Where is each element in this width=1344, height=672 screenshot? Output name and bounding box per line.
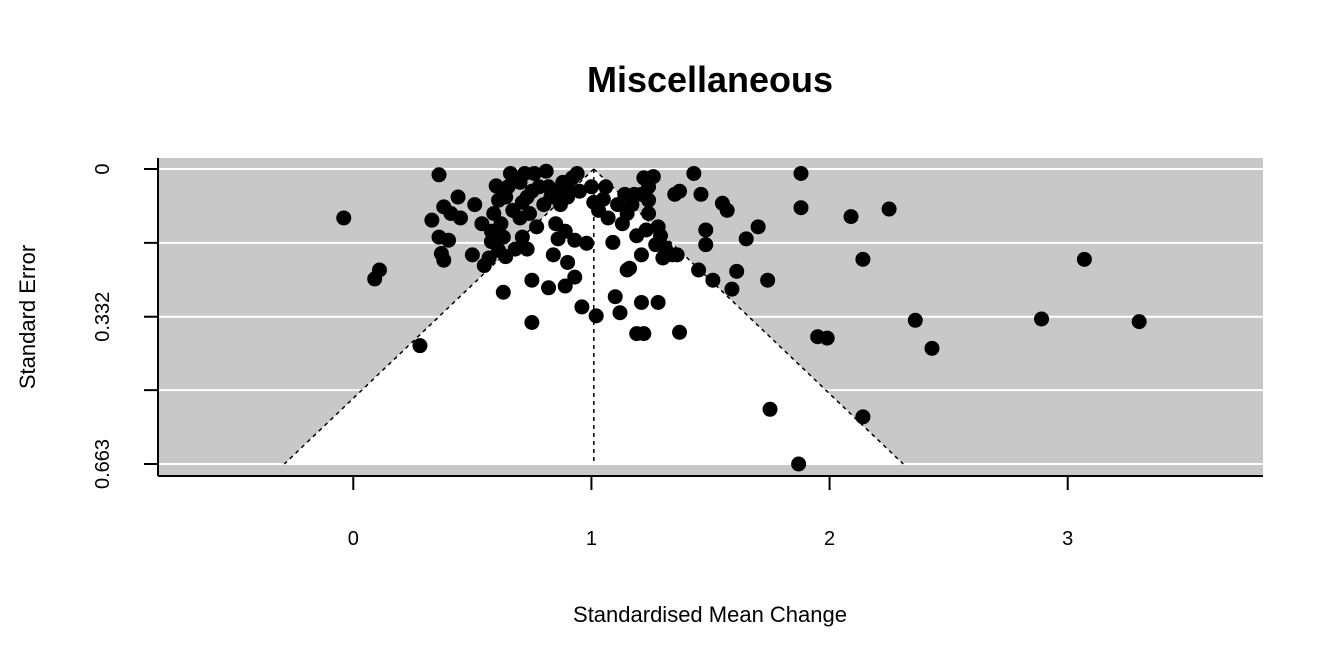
y-tick-label: 0.332 [92,292,114,342]
data-point [672,183,688,199]
data-point [633,294,649,310]
data-point [791,456,807,472]
data-point [669,247,685,263]
chart-title: Miscellaneous [587,59,833,100]
data-point [493,216,509,232]
data-point [436,252,452,268]
data-point [569,165,585,181]
data-point [583,179,599,195]
data-point [729,263,745,279]
data-point [924,340,940,356]
data-point [450,189,466,205]
data-point [524,272,540,288]
data-point [693,186,709,202]
data-point [793,200,809,216]
data-point [641,205,657,221]
plot-area: 0 0.332 0.663 0 1 2 3 [92,158,1263,550]
x-tick-label: 1 [586,528,597,550]
data-point [424,212,440,228]
data-point [545,247,561,263]
data-point [750,219,766,235]
data-point [529,219,545,235]
data-point [719,202,735,218]
data-point [650,294,666,310]
data-point [636,326,652,342]
data-point [371,262,387,278]
data-point [572,183,588,199]
x-tick-label: 2 [824,528,835,550]
data-point [588,308,604,324]
data-point [336,210,352,226]
data-point [538,163,554,179]
data-point [524,315,540,331]
data-point [600,210,616,226]
data-point [907,312,923,328]
data-point [557,278,573,294]
data-point [638,222,654,238]
data-point [502,165,518,181]
data-point [514,229,530,245]
data-point [452,210,468,226]
data-point [672,324,688,340]
data-point [560,254,576,270]
data-point [641,192,657,208]
data-point [557,223,573,239]
data-point [522,205,538,221]
data-point [762,401,778,417]
data-point [507,241,523,257]
data-point [605,234,621,250]
data-point [495,229,511,245]
data-point [738,231,754,247]
data-point [526,165,542,181]
data-point [645,169,661,185]
data-point [855,251,871,267]
data-point [843,209,859,225]
data-point [567,269,583,285]
data-point [633,247,649,263]
data-point [1131,314,1147,330]
data-point [691,262,707,278]
data-point [519,241,535,257]
y-tick-label: 0 [92,163,114,174]
data-point [541,280,557,296]
data-point [412,338,428,354]
x-tick-label: 3 [1062,528,1073,550]
data-point [607,289,623,305]
data-point [467,197,483,213]
data-point [622,260,638,276]
data-point [1034,311,1050,327]
data-point [698,237,714,253]
data-point [574,299,590,315]
y-tick-label: 0.663 [92,439,114,489]
data-point [724,281,740,297]
data-point [500,179,516,195]
x-axis-label: Standardised Mean Change [573,602,847,627]
data-point [1076,251,1092,267]
data-point [567,232,583,248]
data-point [698,222,714,238]
data-point [431,167,447,183]
data-point [495,284,511,300]
data-point [612,305,628,321]
data-point [686,165,702,181]
data-point [652,228,668,244]
data-point [819,330,835,346]
data-point [793,165,809,181]
y-axis-label: Standard Error [15,245,40,389]
data-point [881,201,897,217]
data-point [464,247,480,263]
data-point [760,272,776,288]
x-tick-label: 0 [348,528,359,550]
data-point [705,272,721,288]
data-point [441,232,457,248]
data-point [598,179,614,195]
data-point [595,191,611,207]
data-point [579,235,595,251]
data-point [855,409,871,425]
data-point [488,178,504,194]
